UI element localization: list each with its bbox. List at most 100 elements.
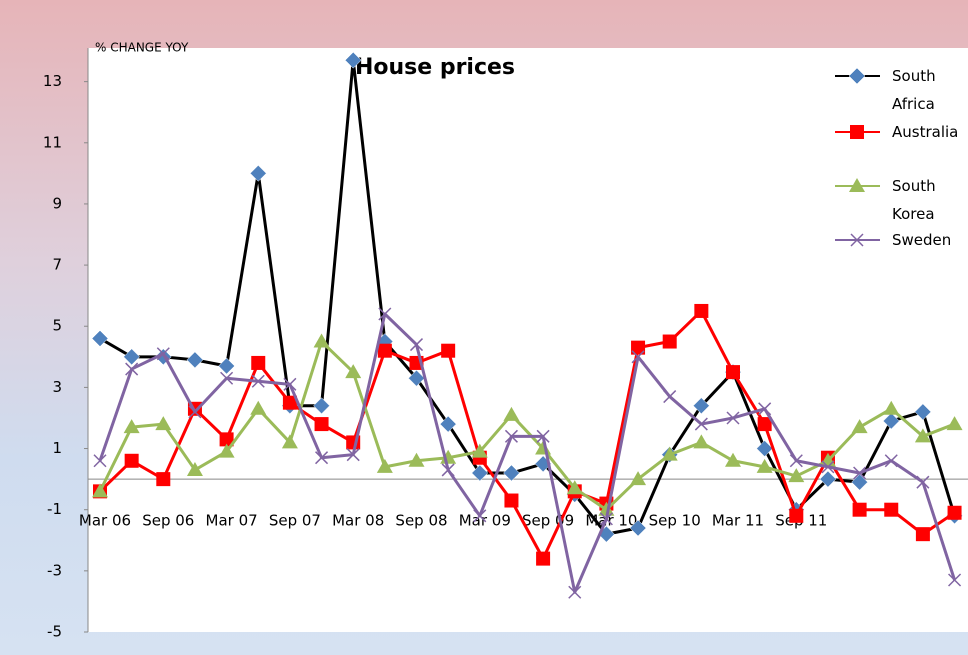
marker bbox=[630, 471, 647, 486]
marker bbox=[220, 371, 234, 385]
marker bbox=[283, 377, 297, 391]
marker bbox=[852, 502, 867, 517]
x-tick-label: Mar 08 bbox=[332, 512, 384, 530]
marker bbox=[758, 402, 772, 416]
marker bbox=[883, 400, 900, 415]
marker bbox=[346, 448, 360, 462]
marker bbox=[408, 452, 425, 467]
marker bbox=[851, 419, 868, 434]
x-tick-label: Mar 11 bbox=[712, 512, 764, 530]
marker bbox=[629, 519, 647, 537]
marker bbox=[377, 343, 392, 358]
marker bbox=[848, 67, 866, 85]
marker bbox=[504, 429, 518, 443]
marker bbox=[503, 406, 520, 421]
marker bbox=[123, 419, 140, 434]
marker bbox=[219, 432, 234, 447]
marker bbox=[662, 334, 677, 349]
marker bbox=[757, 417, 772, 432]
marker bbox=[947, 505, 962, 520]
x-tick-label: Mar 07 bbox=[206, 512, 258, 530]
x-tick-label: Mar 06 bbox=[79, 512, 131, 530]
marker bbox=[819, 470, 837, 488]
x-tick-label: Sep 10 bbox=[649, 512, 701, 530]
marker bbox=[249, 165, 267, 182]
marker bbox=[186, 351, 204, 369]
marker bbox=[882, 412, 900, 430]
marker bbox=[344, 51, 362, 69]
marker bbox=[313, 397, 330, 415]
marker bbox=[314, 417, 329, 432]
marker bbox=[566, 480, 583, 495]
marker bbox=[694, 303, 709, 318]
marker bbox=[251, 355, 266, 370]
marker bbox=[441, 463, 455, 477]
marker bbox=[250, 400, 267, 415]
marker bbox=[93, 454, 107, 468]
marker bbox=[851, 473, 868, 491]
marker bbox=[915, 527, 930, 542]
marker bbox=[345, 364, 362, 379]
marker bbox=[441, 343, 456, 358]
marker bbox=[914, 403, 932, 421]
y-tick-label: 1 bbox=[52, 439, 62, 457]
y-tick-label: 3 bbox=[52, 378, 62, 396]
marker bbox=[409, 338, 424, 352]
marker bbox=[599, 512, 613, 526]
marker bbox=[471, 464, 489, 482]
legend-label: Australia bbox=[892, 123, 959, 141]
x-tick-label: Sep 06 bbox=[142, 512, 194, 530]
marker bbox=[725, 452, 741, 467]
marker bbox=[504, 493, 519, 508]
y-tick-label: -3 bbox=[47, 561, 62, 579]
marker bbox=[123, 348, 141, 366]
marker bbox=[850, 125, 864, 139]
series-line bbox=[98, 340, 956, 512]
marker bbox=[156, 472, 171, 487]
y-tick-label: -1 bbox=[47, 500, 62, 518]
marker bbox=[821, 460, 835, 474]
legend-label: South Africa bbox=[892, 67, 936, 113]
marker bbox=[473, 509, 487, 523]
series-line bbox=[98, 309, 956, 561]
marker bbox=[188, 405, 202, 419]
marker bbox=[155, 416, 172, 431]
marker bbox=[218, 443, 235, 458]
legend-label: Sweden bbox=[892, 231, 952, 249]
legend-label: South Korea bbox=[892, 177, 936, 223]
series-line bbox=[99, 58, 956, 536]
marker bbox=[789, 508, 804, 523]
y-tick-label: 7 bbox=[52, 256, 62, 274]
marker bbox=[884, 502, 899, 517]
marker bbox=[282, 395, 297, 410]
marker bbox=[726, 365, 740, 380]
marker bbox=[756, 458, 773, 473]
marker bbox=[692, 397, 710, 415]
marker bbox=[186, 461, 203, 476]
marker bbox=[916, 475, 930, 489]
marker bbox=[789, 454, 803, 468]
marker bbox=[726, 411, 740, 425]
marker bbox=[408, 369, 425, 387]
chart-title: House prices bbox=[355, 55, 515, 80]
marker bbox=[631, 350, 645, 364]
marker bbox=[376, 458, 393, 473]
marker bbox=[631, 340, 646, 355]
marker bbox=[378, 307, 392, 321]
marker bbox=[503, 464, 520, 482]
marker bbox=[884, 454, 898, 468]
y-tick-label: 5 bbox=[52, 317, 62, 335]
y-tick-label: 11 bbox=[43, 133, 62, 151]
x-tick-label: Sep 09 bbox=[522, 512, 574, 530]
marker bbox=[91, 330, 109, 347]
marker bbox=[756, 440, 774, 457]
marker bbox=[471, 443, 488, 458]
x-tick-label: Sep 08 bbox=[395, 512, 447, 530]
marker bbox=[946, 416, 963, 431]
y-tick-label: -5 bbox=[47, 623, 62, 641]
marker bbox=[661, 446, 678, 461]
marker bbox=[914, 428, 931, 443]
marker bbox=[788, 468, 805, 483]
